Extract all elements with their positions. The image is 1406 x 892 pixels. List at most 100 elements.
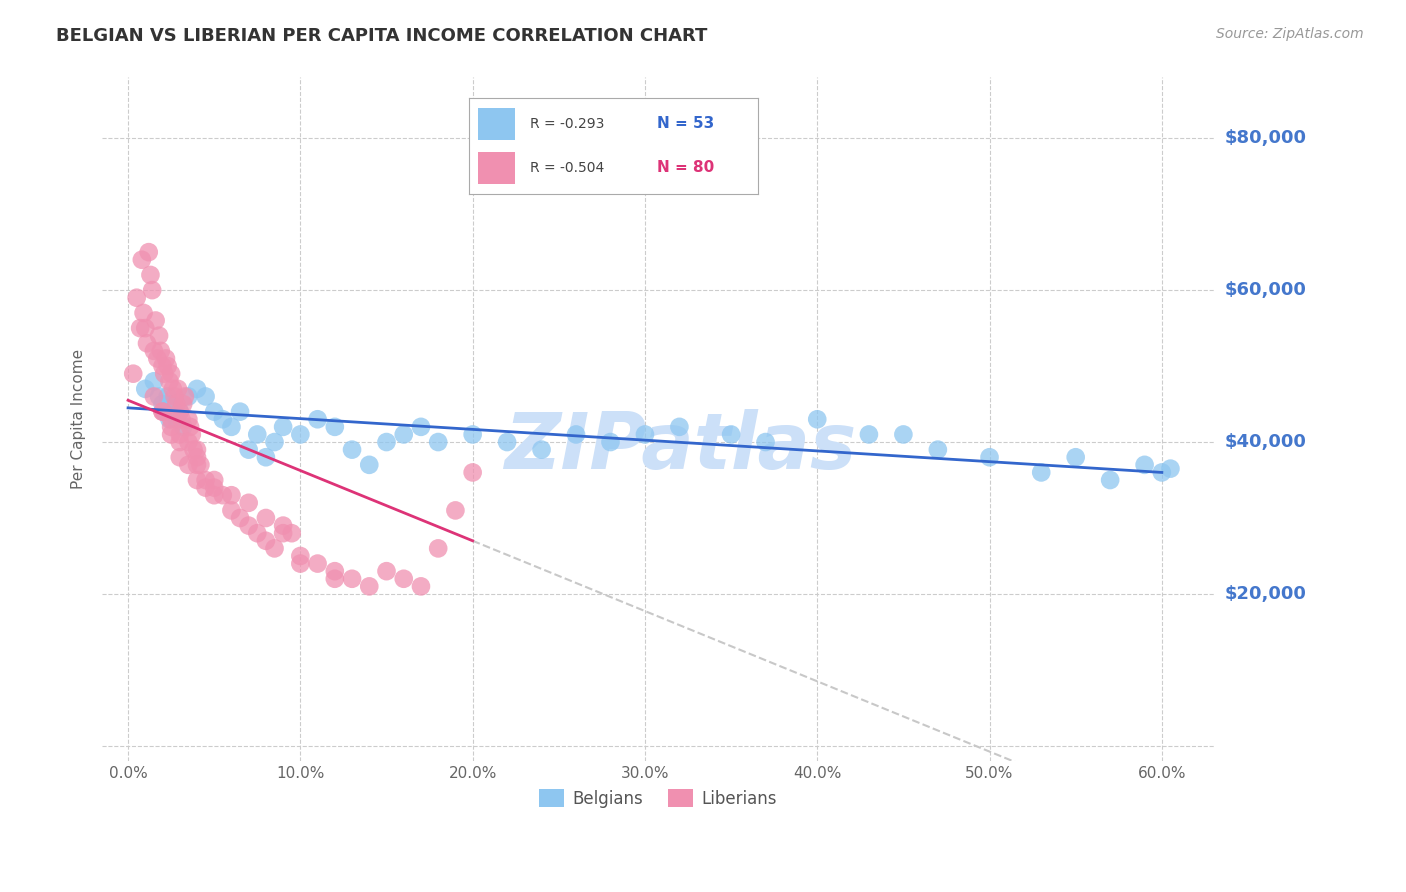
Point bbox=[211, 488, 233, 502]
Point bbox=[375, 435, 398, 450]
Point bbox=[221, 420, 243, 434]
Point bbox=[172, 420, 194, 434]
Point bbox=[146, 351, 169, 366]
Text: $40,000: $40,000 bbox=[1225, 433, 1306, 451]
Point bbox=[1031, 466, 1053, 480]
Point bbox=[169, 427, 191, 442]
Point bbox=[461, 427, 484, 442]
Text: ZIPatlas: ZIPatlas bbox=[503, 409, 856, 484]
Point bbox=[169, 450, 191, 465]
Point bbox=[392, 427, 415, 442]
Point bbox=[167, 382, 190, 396]
Point bbox=[180, 427, 202, 442]
Point bbox=[927, 442, 949, 457]
Point bbox=[444, 503, 467, 517]
Point bbox=[530, 442, 553, 457]
Point bbox=[186, 450, 208, 465]
Point bbox=[156, 359, 179, 373]
Point bbox=[152, 405, 174, 419]
Point bbox=[163, 389, 186, 403]
Point bbox=[172, 397, 194, 411]
Point bbox=[169, 405, 191, 419]
Point bbox=[122, 367, 145, 381]
Text: $60,000: $60,000 bbox=[1225, 281, 1306, 299]
Text: Source: ZipAtlas.com: Source: ZipAtlas.com bbox=[1216, 27, 1364, 41]
Point bbox=[280, 526, 302, 541]
Point bbox=[427, 435, 450, 450]
Point bbox=[129, 321, 152, 335]
Point bbox=[186, 458, 208, 472]
Point bbox=[183, 442, 205, 457]
Point bbox=[323, 420, 346, 434]
Point bbox=[165, 397, 187, 411]
Point bbox=[125, 291, 148, 305]
Point bbox=[340, 442, 363, 457]
Point bbox=[160, 397, 183, 411]
Point bbox=[148, 328, 170, 343]
Point bbox=[634, 427, 657, 442]
Point bbox=[138, 245, 160, 260]
Point bbox=[194, 481, 217, 495]
Point bbox=[1099, 473, 1122, 487]
Point bbox=[307, 557, 329, 571]
Point bbox=[157, 412, 180, 426]
Point bbox=[169, 405, 191, 419]
Point bbox=[754, 435, 776, 450]
Point bbox=[152, 397, 174, 411]
Point bbox=[186, 473, 208, 487]
Text: $20,000: $20,000 bbox=[1225, 585, 1306, 603]
Point bbox=[179, 420, 201, 434]
Point bbox=[263, 435, 285, 450]
Point bbox=[246, 526, 269, 541]
Point bbox=[152, 359, 174, 373]
Point bbox=[1159, 461, 1181, 475]
Text: BELGIAN VS LIBERIAN PER CAPITA INCOME CORRELATION CHART: BELGIAN VS LIBERIAN PER CAPITA INCOME CO… bbox=[56, 27, 707, 45]
Point bbox=[340, 572, 363, 586]
Point bbox=[202, 488, 225, 502]
Point bbox=[160, 420, 183, 434]
Point bbox=[157, 374, 180, 388]
Point bbox=[194, 389, 217, 403]
Point bbox=[202, 473, 225, 487]
Point bbox=[162, 382, 184, 396]
Point bbox=[132, 306, 155, 320]
Point bbox=[307, 412, 329, 426]
Point bbox=[131, 252, 153, 267]
Point bbox=[254, 511, 277, 525]
Point bbox=[211, 412, 233, 426]
Legend: Belgians, Liberians: Belgians, Liberians bbox=[533, 783, 783, 814]
Point bbox=[392, 572, 415, 586]
Point bbox=[599, 435, 621, 450]
Point bbox=[238, 442, 260, 457]
Point bbox=[271, 518, 294, 533]
Point bbox=[668, 420, 690, 434]
Point bbox=[148, 389, 170, 403]
Point bbox=[190, 458, 212, 472]
Point bbox=[153, 367, 176, 381]
Point bbox=[263, 541, 285, 556]
Point bbox=[160, 367, 183, 381]
Point bbox=[156, 389, 179, 403]
Point bbox=[720, 427, 742, 442]
Point bbox=[160, 412, 183, 426]
Point bbox=[1064, 450, 1087, 465]
Point bbox=[246, 427, 269, 442]
Point bbox=[359, 458, 381, 472]
Point bbox=[153, 405, 176, 419]
Point bbox=[290, 549, 312, 563]
Point bbox=[141, 283, 163, 297]
Point bbox=[145, 313, 167, 327]
Point bbox=[221, 488, 243, 502]
Point bbox=[565, 427, 588, 442]
Point bbox=[155, 351, 177, 366]
Point bbox=[409, 420, 432, 434]
Point bbox=[221, 503, 243, 517]
Point bbox=[136, 336, 159, 351]
Point bbox=[165, 412, 187, 426]
Point bbox=[496, 435, 519, 450]
Point bbox=[461, 466, 484, 480]
Point bbox=[427, 541, 450, 556]
Point bbox=[152, 405, 174, 419]
Point bbox=[170, 412, 193, 426]
Point bbox=[323, 572, 346, 586]
